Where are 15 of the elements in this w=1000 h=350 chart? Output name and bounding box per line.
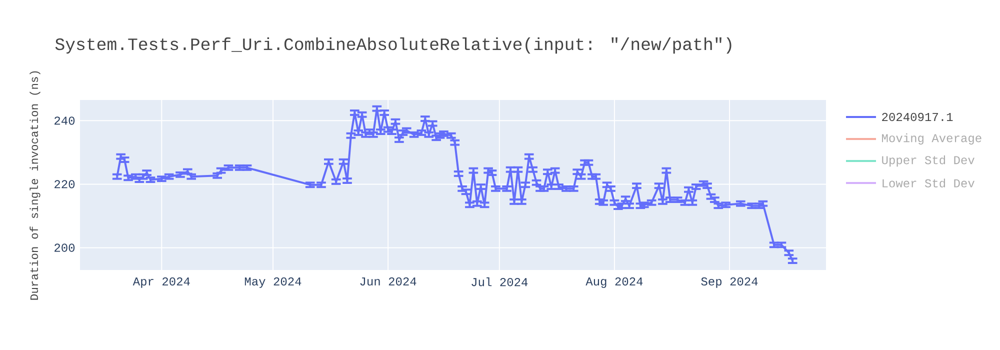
x-tick-label: Sep 2024 [701, 277, 758, 288]
x-tick-label: May 2024 [244, 277, 302, 288]
legend-label: Lower Std Dev [882, 178, 974, 188]
x-tick-label: Apr 2024 [132, 277, 190, 288]
x-tick-label: Jun 2024 [360, 277, 416, 286]
y-tick-label: 240 [54, 116, 75, 125]
x-tick-label: Jul 2024 [472, 277, 528, 286]
legend-label: Upper Std Dev [882, 155, 974, 167]
y-axis-title: Duration of single invocation (ns) [30, 71, 40, 300]
y-tick-label: 220 [54, 180, 75, 188]
legend-label: 20240917.1 [882, 112, 953, 122]
x-tick-label: Aug 2024 [586, 277, 643, 288]
chart-title: System.Tests.Perf_Uri.CombineAbsoluteRelative(input: "/new/path") [55, 37, 732, 54]
y-tick-label: 200 [54, 244, 75, 252]
legend-label: Moving Average [882, 133, 982, 145]
